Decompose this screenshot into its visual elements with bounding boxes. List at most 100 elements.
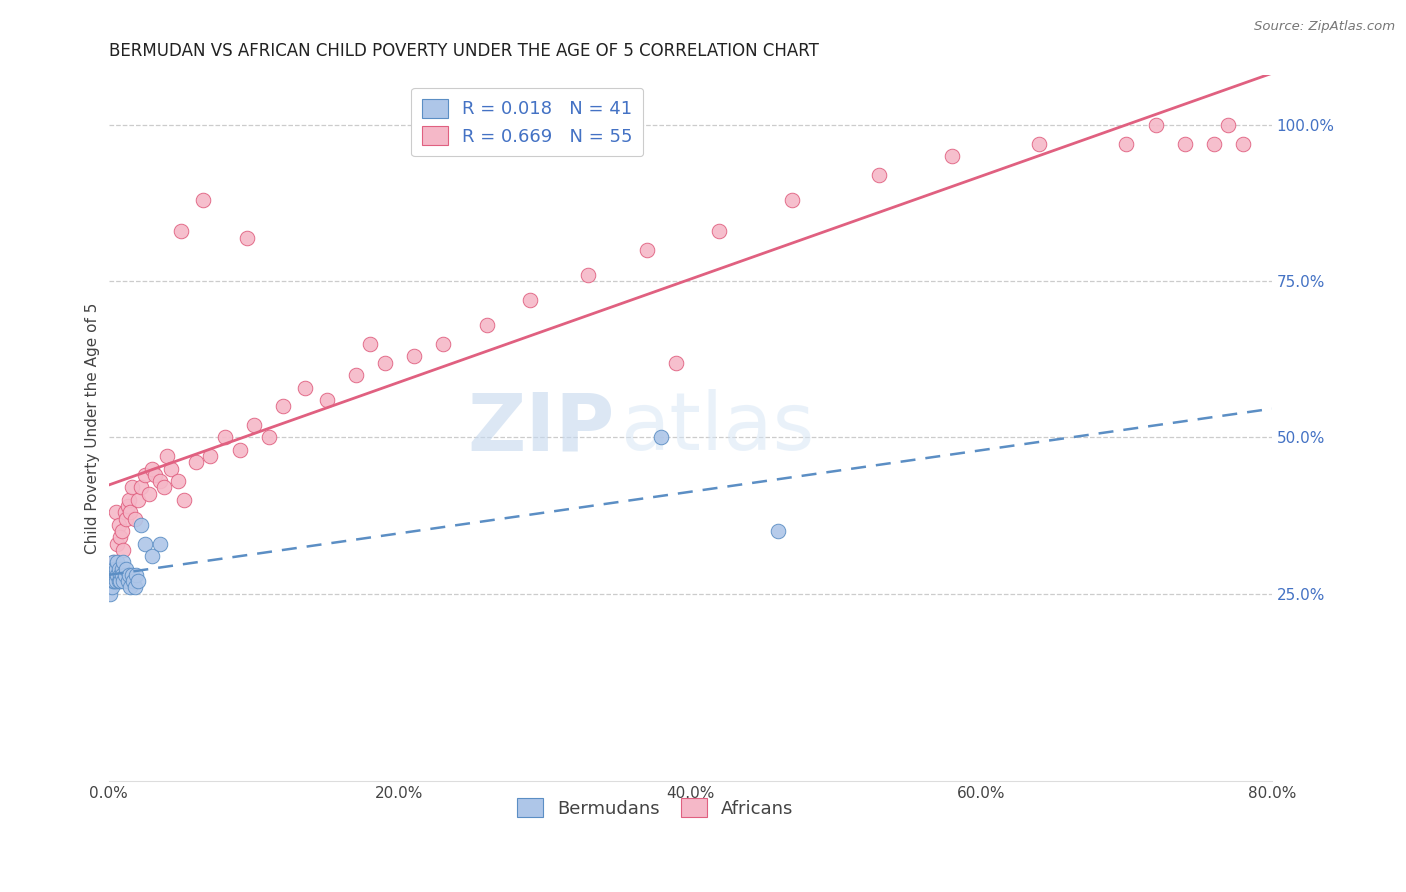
Point: [117, 499, 139, 513]
Point: [125, 567, 148, 582]
Point: [115, 511, 138, 525]
Point: [138, 486, 160, 500]
Point: [243, 417, 266, 432]
Point: [143, 467, 166, 482]
Point: [214, 430, 236, 444]
Point: [374, 355, 396, 369]
Point: [111, 524, 134, 538]
Y-axis label: Child Poverty Under the Age of 5: Child Poverty Under the Age of 5: [86, 302, 100, 554]
Point: [108, 517, 131, 532]
Point: [124, 511, 146, 525]
Point: [115, 561, 138, 575]
Point: [105, 536, 128, 550]
Point: [1232, 136, 1254, 151]
Point: [103, 574, 125, 588]
Point: [160, 461, 183, 475]
Point: [114, 505, 136, 519]
Point: [167, 474, 190, 488]
Legend: Bermudans, Africans: Bermudans, Africans: [510, 790, 800, 825]
Point: [100, 567, 122, 582]
Point: [110, 574, 132, 588]
Point: [101, 567, 124, 582]
Point: [100, 561, 122, 575]
Point: [1028, 136, 1050, 151]
Point: [402, 349, 425, 363]
Point: [104, 567, 127, 582]
Point: [104, 574, 127, 588]
Point: [120, 505, 142, 519]
Point: [105, 555, 128, 569]
Point: [1202, 136, 1225, 151]
Point: [636, 243, 658, 257]
Point: [148, 536, 170, 550]
Point: [98, 567, 121, 582]
Point: [112, 555, 135, 569]
Point: [344, 368, 367, 382]
Point: [117, 574, 139, 588]
Point: [108, 574, 131, 588]
Point: [122, 574, 145, 588]
Point: [315, 392, 337, 407]
Point: [101, 574, 124, 588]
Point: [1174, 136, 1197, 151]
Point: [112, 574, 135, 588]
Point: [127, 492, 149, 507]
Point: [129, 480, 152, 494]
Point: [103, 555, 125, 569]
Point: [114, 567, 136, 582]
Point: [134, 467, 156, 482]
Text: ZIP: ZIP: [467, 389, 614, 467]
Point: [519, 293, 541, 307]
Point: [1144, 118, 1167, 132]
Point: [257, 430, 280, 444]
Point: [134, 536, 156, 550]
Point: [101, 555, 124, 569]
Point: [110, 567, 132, 582]
Point: [108, 561, 131, 575]
Point: [112, 542, 135, 557]
Point: [148, 474, 170, 488]
Text: atlas: atlas: [620, 389, 815, 467]
Point: [709, 224, 731, 238]
Point: [118, 567, 141, 582]
Point: [100, 580, 122, 594]
Point: [475, 318, 498, 332]
Point: [766, 524, 789, 538]
Point: [153, 480, 176, 494]
Point: [578, 268, 600, 282]
Point: [170, 224, 193, 238]
Point: [121, 480, 143, 494]
Point: [665, 355, 688, 369]
Point: [1218, 118, 1240, 132]
Point: [120, 580, 142, 594]
Point: [141, 461, 163, 475]
Point: [200, 449, 222, 463]
Point: [111, 567, 134, 582]
Point: [173, 492, 195, 507]
Point: [104, 561, 127, 575]
Point: [868, 168, 890, 182]
Point: [105, 567, 128, 582]
Point: [118, 492, 141, 507]
Point: [228, 442, 250, 457]
Point: [111, 561, 134, 575]
Point: [432, 336, 454, 351]
Point: [110, 530, 132, 544]
Point: [359, 336, 381, 351]
Point: [780, 193, 803, 207]
Point: [941, 149, 963, 163]
Point: [121, 567, 143, 582]
Point: [124, 580, 146, 594]
Point: [184, 455, 207, 469]
Point: [1115, 136, 1137, 151]
Point: [98, 586, 121, 600]
Point: [104, 505, 127, 519]
Point: [129, 517, 152, 532]
Point: [271, 399, 294, 413]
Point: [127, 574, 149, 588]
Text: BERMUDAN VS AFRICAN CHILD POVERTY UNDER THE AGE OF 5 CORRELATION CHART: BERMUDAN VS AFRICAN CHILD POVERTY UNDER …: [108, 42, 818, 60]
Text: Source: ZipAtlas.com: Source: ZipAtlas.com: [1254, 20, 1395, 33]
Point: [141, 549, 163, 563]
Point: [98, 580, 121, 594]
Point: [103, 561, 125, 575]
